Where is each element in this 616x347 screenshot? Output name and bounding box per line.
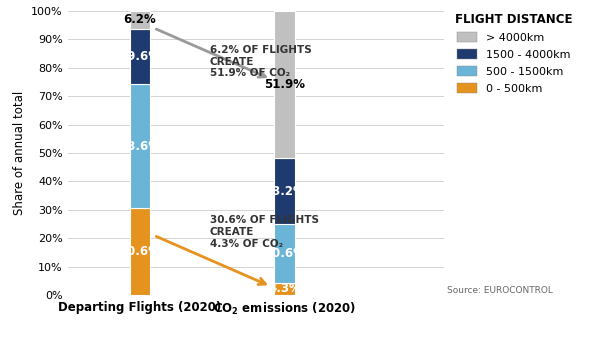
Text: 4.3%: 4.3% <box>268 282 301 295</box>
Bar <box>130 208 150 295</box>
Bar <box>274 283 294 295</box>
Text: Source: EUROCONTROL: Source: EUROCONTROL <box>447 286 553 295</box>
Text: 30.6% OF FLIGHTS
CREATE
4.3% OF CO₂: 30.6% OF FLIGHTS CREATE 4.3% OF CO₂ <box>210 215 318 249</box>
Text: 6.2%: 6.2% <box>124 13 156 26</box>
Text: 51.9%: 51.9% <box>264 78 305 91</box>
Y-axis label: Share of annual total: Share of annual total <box>13 91 26 215</box>
Bar <box>130 11 150 28</box>
Text: 43.6%: 43.6% <box>120 139 161 153</box>
Bar <box>274 224 294 283</box>
Bar <box>130 28 150 84</box>
Bar <box>130 84 150 208</box>
Text: 30.6%: 30.6% <box>120 245 160 258</box>
Text: 6.2% OF FLIGHTS
CREATE
51.9% OF CO₂: 6.2% OF FLIGHTS CREATE 51.9% OF CO₂ <box>210 45 312 78</box>
Bar <box>274 158 294 224</box>
Text: 20.6%: 20.6% <box>264 247 305 260</box>
Text: 23.2%: 23.2% <box>264 185 305 198</box>
Legend: > 4000km, 1500 - 4000km, 500 - 1500km, 0 - 500km: > 4000km, 1500 - 4000km, 500 - 1500km, 0… <box>453 11 575 96</box>
Text: 19.6%: 19.6% <box>120 50 161 63</box>
Bar <box>274 11 294 158</box>
